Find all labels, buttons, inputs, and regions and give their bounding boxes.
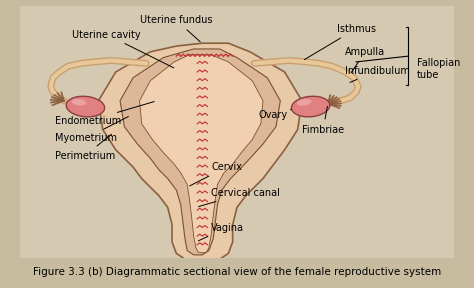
Text: Uterine fundus: Uterine fundus [140,15,213,42]
Text: Fimbriae: Fimbriae [302,106,344,134]
Text: Isthmus: Isthmus [304,24,375,60]
Text: Uterine cavity: Uterine cavity [73,30,174,68]
Text: Figure 3.3 (b) Diagrammatic sectional view of the female reproductive system: Figure 3.3 (b) Diagrammatic sectional vi… [33,267,441,277]
Ellipse shape [292,96,330,117]
Text: Fallopian
tube: Fallopian tube [417,58,460,80]
Text: Vagina: Vagina [199,223,244,241]
Text: Perimetrium: Perimetrium [55,134,115,160]
Text: Endometrium: Endometrium [55,102,154,126]
Ellipse shape [66,96,105,117]
Polygon shape [120,49,280,255]
Text: Cervix: Cervix [190,162,242,186]
Text: Myometrium: Myometrium [55,116,128,143]
Ellipse shape [72,99,86,106]
Text: Ovary: Ovary [259,109,291,120]
FancyBboxPatch shape [20,6,454,259]
Polygon shape [99,43,302,259]
Text: Infundibulum: Infundibulum [345,66,410,82]
FancyBboxPatch shape [20,258,454,288]
Ellipse shape [297,99,311,106]
Text: Cervical canal: Cervical canal [199,188,280,206]
Polygon shape [139,55,263,253]
Text: Ampulla: Ampulla [345,47,385,73]
